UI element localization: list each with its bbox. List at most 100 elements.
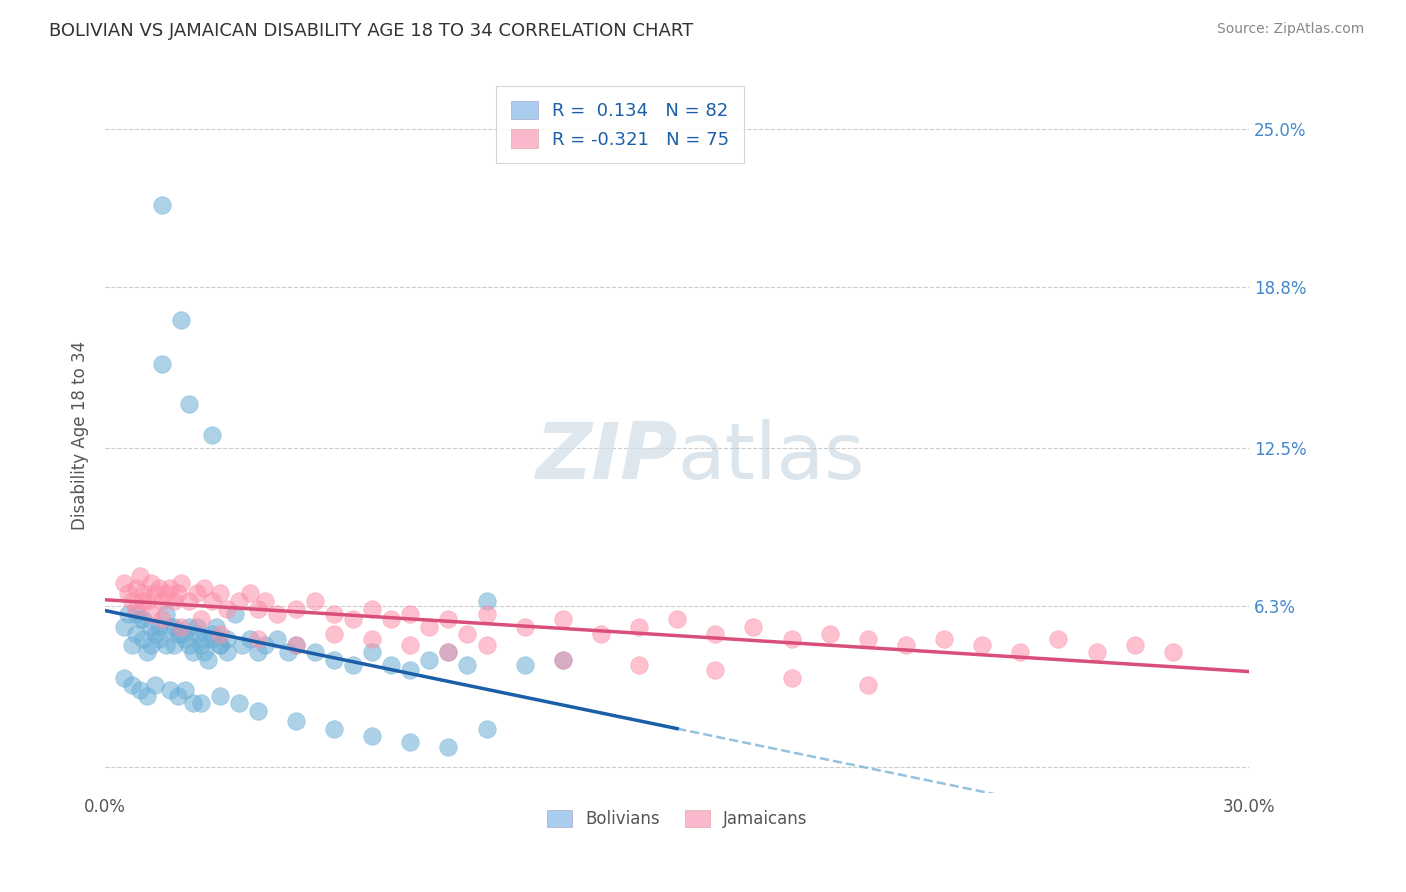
Point xyxy=(704,627,727,641)
Point xyxy=(186,586,208,600)
Point xyxy=(780,671,803,685)
Point xyxy=(224,607,246,621)
Point xyxy=(208,638,231,652)
Point xyxy=(399,663,422,677)
Point xyxy=(1085,645,1108,659)
Point xyxy=(208,586,231,600)
Point xyxy=(181,645,204,659)
Point xyxy=(152,198,174,212)
Point xyxy=(231,638,253,652)
Point xyxy=(932,632,955,647)
Point xyxy=(1161,645,1184,659)
Point xyxy=(475,722,498,736)
Point xyxy=(121,638,143,652)
Point xyxy=(361,730,384,744)
Point xyxy=(139,576,162,591)
Point xyxy=(856,678,879,692)
Text: atlas: atlas xyxy=(678,418,865,494)
Point xyxy=(136,689,159,703)
Point xyxy=(742,619,765,633)
Point xyxy=(197,653,219,667)
Point xyxy=(323,607,346,621)
Point xyxy=(132,632,155,647)
Point xyxy=(1010,645,1032,659)
Point xyxy=(266,607,288,621)
Point xyxy=(166,627,188,641)
Point xyxy=(323,722,346,736)
Point xyxy=(399,734,422,748)
Y-axis label: Disability Age 18 to 34: Disability Age 18 to 34 xyxy=(72,341,89,530)
Point xyxy=(380,612,402,626)
Point xyxy=(155,638,177,652)
Point xyxy=(475,638,498,652)
Point xyxy=(201,632,224,647)
Point xyxy=(148,632,170,647)
Point xyxy=(181,696,204,710)
Point xyxy=(117,607,139,621)
Point xyxy=(284,714,307,728)
Point xyxy=(254,638,277,652)
Point xyxy=(204,619,226,633)
Point xyxy=(513,657,536,672)
Point xyxy=(246,645,269,659)
Legend: Bolivians, Jamaicans: Bolivians, Jamaicans xyxy=(540,803,814,834)
Point xyxy=(456,627,478,641)
Point xyxy=(201,428,224,442)
Point xyxy=(239,632,262,647)
Point xyxy=(112,671,135,685)
Point xyxy=(972,638,994,652)
Point xyxy=(174,683,197,698)
Point xyxy=(1123,638,1146,652)
Point xyxy=(208,627,231,641)
Point xyxy=(128,683,150,698)
Point xyxy=(361,632,384,647)
Point xyxy=(284,638,307,652)
Point xyxy=(399,607,422,621)
Point xyxy=(284,638,307,652)
Point xyxy=(163,594,186,608)
Point xyxy=(139,619,162,633)
Point xyxy=(125,601,148,615)
Point xyxy=(155,586,177,600)
Point xyxy=(193,645,215,659)
Point xyxy=(170,627,193,641)
Point xyxy=(551,612,574,626)
Point xyxy=(666,612,689,626)
Point xyxy=(818,627,841,641)
Point xyxy=(125,607,148,621)
Point xyxy=(170,619,193,633)
Point xyxy=(121,678,143,692)
Point xyxy=(190,638,212,652)
Point xyxy=(456,657,478,672)
Point xyxy=(159,619,181,633)
Point xyxy=(148,619,170,633)
Text: Source: ZipAtlas.com: Source: ZipAtlas.com xyxy=(1216,22,1364,37)
Point xyxy=(418,653,440,667)
Point xyxy=(780,632,803,647)
Point xyxy=(704,663,727,677)
Point xyxy=(217,601,239,615)
Point xyxy=(125,627,148,641)
Point xyxy=(125,582,148,596)
Point xyxy=(143,627,166,641)
Point xyxy=(132,612,155,626)
Point xyxy=(437,739,460,754)
Point xyxy=(128,612,150,626)
Point xyxy=(136,645,159,659)
Point xyxy=(551,653,574,667)
Point xyxy=(139,607,162,621)
Point xyxy=(277,645,299,659)
Point xyxy=(201,594,224,608)
Point xyxy=(246,704,269,718)
Point xyxy=(166,689,188,703)
Point xyxy=(1047,632,1070,647)
Point xyxy=(143,586,166,600)
Point xyxy=(239,586,262,600)
Point xyxy=(193,582,215,596)
Point xyxy=(628,619,651,633)
Point xyxy=(186,627,208,641)
Point xyxy=(513,619,536,633)
Point xyxy=(177,594,200,608)
Point xyxy=(475,594,498,608)
Point xyxy=(475,607,498,621)
